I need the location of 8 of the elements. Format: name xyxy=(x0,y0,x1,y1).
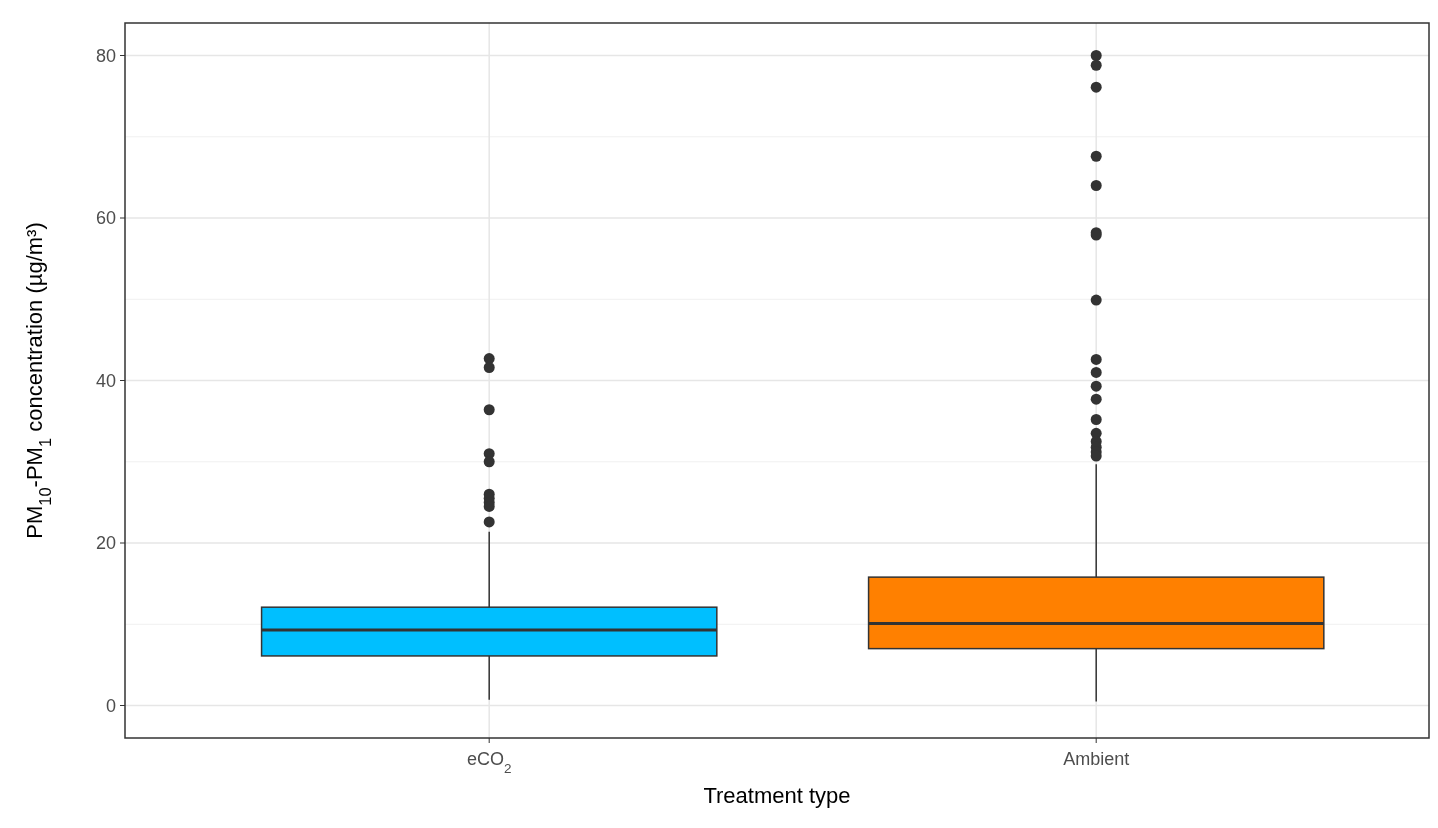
x-tick-label: Ambient xyxy=(1063,749,1130,769)
y-tick-label: 60 xyxy=(95,208,116,229)
y-tick-label: 0 xyxy=(105,695,116,716)
y-tick-label: 20 xyxy=(95,533,116,554)
x-axis-title: Treatment type xyxy=(703,783,851,808)
x-tick-label: eCO$_{2}$ xyxy=(466,749,512,776)
y-tick-label: 40 xyxy=(95,370,116,391)
y-tick-label: 80 xyxy=(95,45,116,66)
